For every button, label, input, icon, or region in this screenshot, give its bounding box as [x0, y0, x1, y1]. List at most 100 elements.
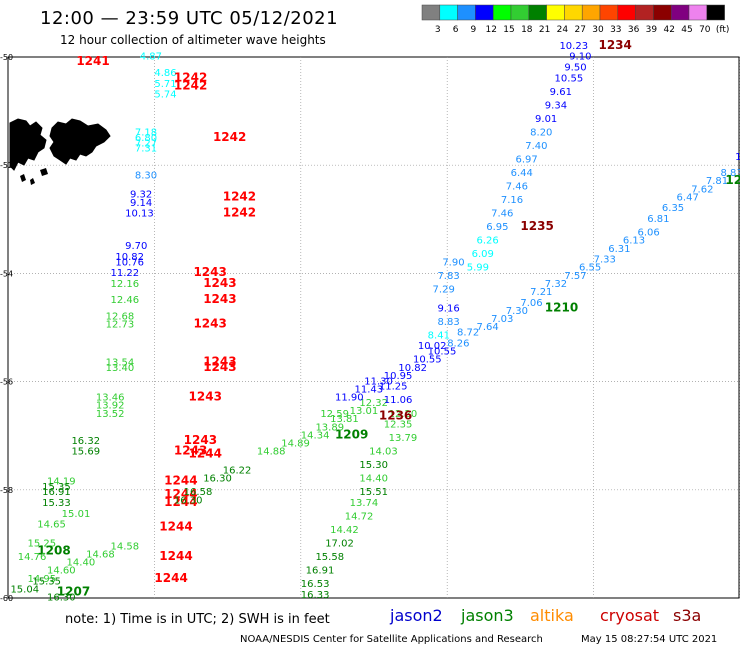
- pass-time-label: 1236: [379, 408, 412, 422]
- wave-height-label: 11.06: [384, 395, 413, 406]
- scale-label: 6: [453, 25, 459, 35]
- wave-height-label: 7.31: [135, 144, 157, 155]
- scale-label: 9: [471, 25, 477, 35]
- wave-height-label: 6.97: [516, 154, 538, 165]
- wave-height-label: 6.35: [662, 203, 684, 214]
- wave-height-label: 7.83: [437, 271, 459, 282]
- pass-time-label: 1243: [203, 354, 236, 368]
- scale-label: 30: [592, 25, 604, 35]
- wave-height-label: 6.09: [472, 249, 494, 260]
- legend-s3a: s3a: [673, 606, 702, 625]
- scale-label: (ft): [716, 25, 730, 35]
- lat-tick-label: -60: [0, 594, 13, 603]
- wave-height-label: 14.95: [28, 574, 57, 585]
- wave-height-label: 10.55: [413, 355, 442, 366]
- wave-height-label: 7.16: [501, 195, 523, 206]
- wave-height-label: 10.13: [125, 209, 154, 220]
- wave-height-label: 14.60: [47, 566, 76, 577]
- falklands-islet-1: [40, 168, 48, 176]
- wave-height-label: 14.89: [281, 439, 310, 450]
- footer-note: note: 1) Time is in UTC; 2) SWH is in fe…: [65, 612, 330, 627]
- wave-height-label: 8.72: [457, 328, 479, 339]
- wave-height-label: 6.80: [135, 133, 157, 144]
- wave-height-label: 13.74: [350, 498, 379, 509]
- lon-tick-label: -51: [441, 604, 454, 605]
- wave-height-label: 15.58: [315, 552, 344, 563]
- lon-tick-label: -45: [733, 604, 740, 605]
- wave-height-label: 14.68: [86, 549, 115, 560]
- wave-height-label: 13.52: [96, 409, 125, 420]
- scale-label: 18: [521, 25, 533, 35]
- pass-time-label: 1243: [193, 265, 226, 279]
- map-axis-ticks: -50-52-54-56-58-60-57-54-51-48-45-60: [0, 53, 740, 605]
- wave-height-label: 9.50: [564, 63, 586, 74]
- wave-height-label: 6.55: [579, 263, 601, 274]
- wave-height-label: 12.46: [110, 295, 139, 306]
- wave-height-label: 13.92: [96, 401, 125, 412]
- wave-height-label: 6.13: [623, 236, 645, 247]
- wave-height-label: 13.01: [350, 406, 379, 417]
- wave-height-labels: 4.8712414.8612425.7112425.747.186.807.27…: [10, 38, 740, 604]
- wave-height-label: 14.42: [330, 525, 359, 536]
- lon-tick-label: -60: [0, 604, 13, 605]
- wave-height-label: 6.31: [608, 244, 630, 255]
- wave-height-label: 10.76: [115, 257, 144, 268]
- pass-time-label: 1244: [189, 446, 222, 460]
- wave-height-label: 8.83: [437, 317, 459, 328]
- wave-height-label: 7.21: [530, 287, 552, 298]
- scale-label: 12: [485, 25, 496, 35]
- wave-height-label: 10.23: [559, 41, 588, 52]
- wave-height-label: 16.53: [301, 579, 330, 590]
- wave-height-label: 16.58: [184, 487, 213, 498]
- pass-time-label: 1210: [545, 300, 578, 314]
- pass-time-label: 1243: [203, 360, 236, 374]
- wave-height-label: 10.55: [428, 347, 457, 358]
- wave-height-label: 4.86: [154, 68, 176, 79]
- wave-height-label: 5.99: [467, 263, 489, 274]
- wave-height-label: 6.26: [476, 236, 498, 247]
- wave-height-label: 14.40: [359, 474, 388, 485]
- wave-height-label: 7.18: [135, 127, 157, 138]
- scale-label: 45: [681, 25, 692, 35]
- wave-height-label: 10.02: [418, 341, 447, 352]
- pass-time-label: 1244: [164, 495, 197, 509]
- falklands-outline-east: [49, 118, 111, 165]
- lat-tick-label: -58: [0, 486, 13, 495]
- falklands-islet-3: [30, 178, 35, 185]
- wave-height-label: 9.01: [535, 114, 557, 125]
- wave-height-label: 6.95: [486, 222, 508, 233]
- wave-height-label: 15.25: [28, 539, 57, 550]
- wave-height-label: 16.32: [71, 436, 100, 447]
- wave-height-label: 14.65: [37, 520, 66, 531]
- lat-tick-label: -52: [0, 161, 13, 170]
- wave-height-label: 17.02: [325, 539, 354, 550]
- pass-time-label: 1243: [189, 390, 222, 404]
- wave-height-label: 7.90: [442, 257, 464, 268]
- wave-height-label: 16.91: [306, 566, 335, 577]
- wave-height-label: 15.30: [359, 460, 388, 471]
- wave-height-label: 14.72: [345, 512, 374, 523]
- wave-height-label: 7.62: [691, 184, 713, 195]
- lat-tick-label: -56: [0, 378, 13, 387]
- falklands-islet-2: [20, 174, 26, 182]
- scale-label: 33: [610, 25, 621, 35]
- map-frame: [7, 56, 740, 599]
- wave-height-label: 4.87: [140, 52, 162, 63]
- wave-height-label: 7.30: [506, 306, 528, 317]
- scale-label: 70: [699, 25, 711, 35]
- wave-height-label: 12.73: [106, 320, 135, 331]
- scale-label: 42: [663, 25, 674, 35]
- wave-height-label: 12.16: [110, 279, 139, 290]
- wave-height-label: 5.74: [154, 90, 176, 101]
- scale-label: 36: [628, 25, 640, 35]
- pass-time-label: 1243: [174, 444, 207, 458]
- scale-label: 15: [503, 25, 514, 35]
- wave-height-label: 7.27: [135, 138, 157, 149]
- wave-height-label: 7.29: [433, 284, 455, 295]
- wave-height-label: 11.43: [354, 384, 383, 395]
- pass-time-label: 1244: [164, 487, 197, 501]
- wave-height-label: 14.19: [47, 476, 76, 487]
- wave-height-label: 15.01: [62, 509, 91, 520]
- pass-time-label: 1241: [76, 54, 109, 68]
- pass-time-label: 1242: [223, 189, 256, 203]
